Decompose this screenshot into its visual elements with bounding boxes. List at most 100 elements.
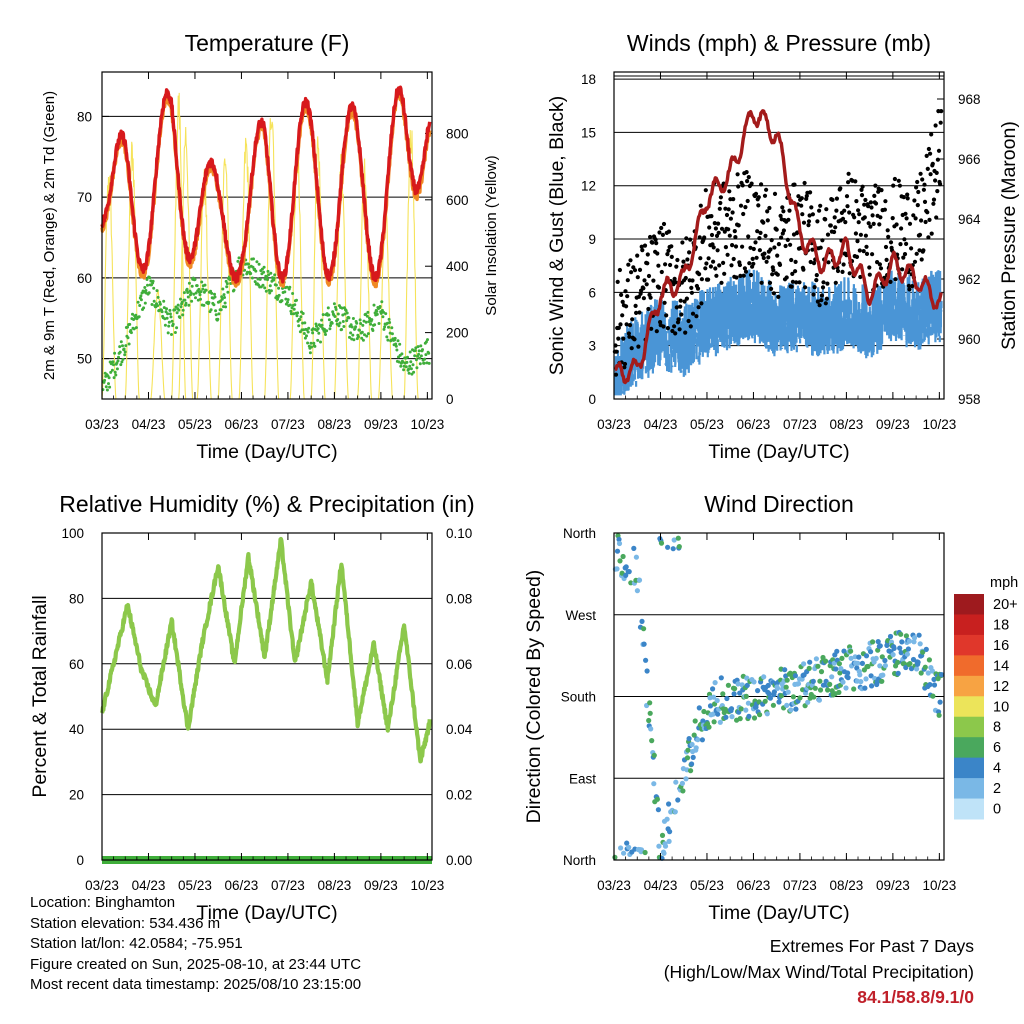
- dewpoint-point: [181, 308, 185, 312]
- gust-point: [736, 223, 741, 228]
- direction-point: [686, 736, 692, 742]
- gust-point: [810, 212, 816, 217]
- gust-point: [636, 344, 641, 349]
- direction-point: [651, 752, 657, 758]
- gust-point: [743, 205, 748, 210]
- insolation-series: [178, 126, 194, 400]
- dewpoint-point: [320, 318, 324, 322]
- dewpoint-point: [315, 324, 318, 328]
- gust-point: [915, 203, 920, 208]
- gust-point: [811, 292, 816, 297]
- gust-point: [615, 279, 620, 284]
- gust-point: [781, 228, 787, 233]
- dewpoint-point: [423, 357, 427, 361]
- dewpoint-point: [266, 269, 270, 273]
- dewpoint-point: [219, 308, 223, 312]
- gust-point: [748, 245, 753, 250]
- dewpoint-point: [414, 358, 418, 362]
- dewpoint-point: [274, 283, 278, 287]
- gust-point: [690, 278, 695, 283]
- direction-xtick-label: 03/23: [597, 878, 631, 893]
- gust-point: [864, 251, 870, 256]
- gust-point: [645, 261, 650, 266]
- gust-point: [622, 365, 627, 370]
- direction-point: [649, 738, 655, 744]
- gust-point: [860, 184, 865, 189]
- direction-point: [818, 669, 825, 675]
- winds-title: Winds (mph) & Pressure (mb): [627, 30, 931, 56]
- dewpoint-point: [137, 315, 141, 319]
- humidity-title: Relative Humidity (%) & Precipitation (i…: [59, 491, 474, 517]
- gust-point: [919, 257, 924, 262]
- gust-point: [832, 229, 837, 235]
- direction-point: [761, 674, 767, 680]
- gust-point: [804, 193, 809, 199]
- direction-point: [631, 545, 637, 552]
- dewpoint-point: [277, 293, 281, 297]
- direction-xtick-label: 04/23: [644, 878, 678, 893]
- dewpoint-point: [134, 326, 138, 330]
- dewpoint-point: [107, 382, 110, 386]
- winds-xtick-label: 08/23: [829, 417, 863, 432]
- gust-point: [635, 253, 640, 258]
- direction-point: [788, 707, 794, 713]
- winds-y2tick-label: 966: [958, 152, 981, 167]
- gust-point: [809, 205, 814, 210]
- dewpoint-point: [194, 296, 197, 300]
- gust-point: [728, 216, 734, 221]
- dewpoint-point: [148, 276, 152, 280]
- gust-point: [884, 257, 889, 262]
- direction-point: [737, 716, 743, 722]
- gust-point: [623, 289, 628, 294]
- gust-point: [723, 206, 728, 211]
- dewpoint-point: [223, 301, 227, 305]
- temperature-title: Temperature (F): [185, 30, 350, 56]
- direction-point: [693, 745, 699, 751]
- dewpoint-point: [180, 300, 184, 304]
- gust-point: [879, 188, 884, 193]
- direction-point: [784, 677, 790, 683]
- dewpoint-point: [131, 312, 134, 316]
- gust-point: [762, 193, 768, 198]
- dewpoint-point: [364, 320, 368, 324]
- colorbar-swatch: [954, 655, 984, 677]
- direction-point: [665, 544, 671, 550]
- gust-point: [730, 210, 735, 215]
- gust-point: [761, 255, 766, 261]
- direction-point: [751, 679, 757, 685]
- dewpoint-point: [305, 334, 308, 338]
- direction-point: [827, 681, 833, 688]
- gust-point: [917, 232, 923, 237]
- dewpoint-point: [224, 305, 228, 309]
- gust-point: [616, 336, 621, 341]
- direction-point: [675, 535, 681, 541]
- gust-point: [757, 236, 762, 241]
- dewpoint-point: [261, 283, 265, 287]
- direction-point: [636, 577, 643, 583]
- gust-point: [904, 241, 909, 246]
- direction-point: [918, 670, 924, 676]
- location-text: Location: Binghamton: [30, 894, 176, 911]
- dewpoint-point: [351, 317, 355, 320]
- dewpoint-point: [200, 280, 204, 284]
- dewpoint-point: [390, 326, 394, 330]
- gust-point: [935, 157, 941, 162]
- gust-point: [779, 235, 784, 240]
- dewpoint-point: [301, 312, 305, 315]
- direction-ytick-label: North: [563, 853, 596, 868]
- colorbar-label: 2: [993, 781, 1001, 797]
- gust-point: [929, 231, 934, 236]
- direction-point: [731, 691, 737, 697]
- direction-point: [743, 707, 749, 713]
- dewpoint-point: [337, 324, 341, 328]
- direction-point: [838, 666, 844, 672]
- gust-point: [905, 196, 910, 201]
- gust-point: [626, 331, 632, 336]
- dewpoint-point: [111, 360, 115, 364]
- colorbar-swatch: [954, 594, 984, 615]
- gust-point: [648, 295, 653, 300]
- gust-point: [856, 208, 861, 213]
- gust-point: [823, 301, 828, 306]
- gust-point: [783, 243, 788, 249]
- dewpoint-point: [145, 278, 149, 281]
